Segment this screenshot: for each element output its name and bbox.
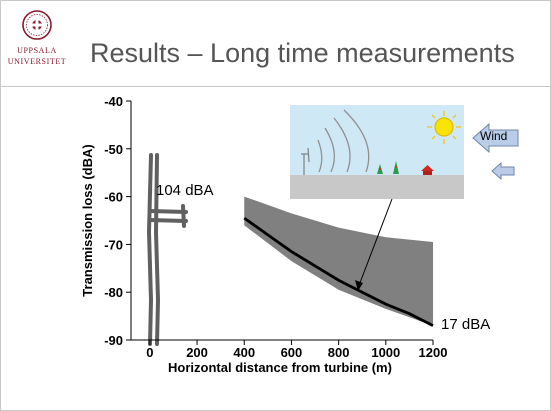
y-tick-label: -60	[104, 190, 123, 205]
page-title: Results – Long time measurements	[90, 38, 515, 68]
propagation-illustration	[290, 105, 464, 291]
y-tick-label: -80	[104, 285, 123, 300]
wind-label: Wind	[480, 129, 507, 143]
x-tick-label: 400	[233, 345, 255, 360]
x-tick-label: 200	[186, 345, 208, 360]
seal-icon	[22, 10, 52, 40]
house-icon	[421, 165, 434, 175]
logo-line-1: UPPSALA	[17, 46, 57, 55]
title-divider	[0, 86, 551, 87]
source-level-label: 104 dBA	[156, 182, 214, 199]
receiver-level-label: 17 dBA	[441, 316, 490, 333]
wind-small-arrow-icon	[491, 161, 515, 181]
x-tick-label: 1000	[371, 345, 400, 360]
x-tick-label: 0	[146, 345, 153, 360]
university-logo: UPPSALA UNIVERSITET	[6, 8, 68, 66]
mean-line-series	[243, 216, 434, 327]
x-tick-label: 1200	[419, 345, 448, 360]
y-tick-label: -90	[104, 333, 123, 348]
sky-panel	[290, 105, 464, 175]
ground-panel	[290, 175, 464, 199]
y-tick-label: -50	[104, 142, 123, 157]
turbine-schematic-icon	[146, 153, 188, 346]
sound-wave-arcs	[317, 109, 370, 173]
sun-icon	[427, 111, 461, 144]
small-turbine-icon	[301, 147, 310, 175]
y-axis-label: Transmission loss (dBA)	[80, 144, 95, 296]
y-tick-label: -70	[104, 237, 123, 252]
pointer-line	[357, 198, 393, 289]
wind-arrow-icon: Wind	[472, 122, 519, 154]
x-tick-label: 600	[281, 345, 303, 360]
range-band	[244, 196, 433, 326]
logo-line-2: UNIVERSITET	[7, 57, 67, 66]
pointer-arrowhead	[355, 280, 363, 291]
x-tick-label: 800	[328, 345, 350, 360]
x-axis-label: Horizontal distance from turbine (m)	[168, 360, 392, 375]
tree-icons	[377, 161, 399, 174]
axes: -40 -50 -60 -70 -80 -90 0 200 400 600 800 1000 1200	[104, 94, 447, 360]
y-tick-label: -40	[104, 94, 123, 109]
